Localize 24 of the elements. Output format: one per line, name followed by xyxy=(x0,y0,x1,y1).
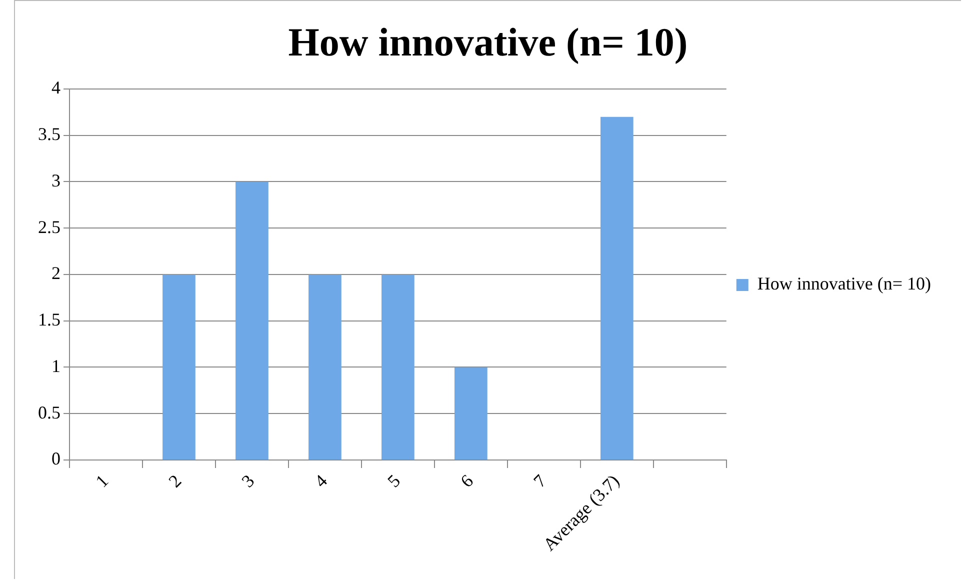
bar xyxy=(308,274,342,460)
bar xyxy=(600,116,634,460)
x-tick-label: 7 xyxy=(530,470,550,492)
bar xyxy=(162,274,196,460)
y-tick-label: 0.5 xyxy=(38,402,60,422)
x-tick-label: 2 xyxy=(164,470,186,492)
x-tick-label: 6 xyxy=(456,470,478,492)
y-tick-label: 1 xyxy=(52,356,60,376)
bar xyxy=(454,367,488,460)
x-tick-label: 1 xyxy=(92,470,112,492)
y-tick-label: 4 xyxy=(52,78,60,98)
x-tick-label: 3 xyxy=(238,470,258,492)
x-tick-label: 5 xyxy=(384,470,404,492)
x-tick-label: 4 xyxy=(310,470,332,492)
legend-label: How innovative (n= 10) xyxy=(757,274,932,294)
chart-title: How innovative (n= 10) xyxy=(288,19,688,64)
y-tick-label: 3 xyxy=(52,170,60,190)
y-tick-label: 3.5 xyxy=(38,124,60,144)
bar xyxy=(236,182,268,460)
y-tick-label: 1.5 xyxy=(38,310,60,330)
y-tick-label: 0 xyxy=(52,448,60,469)
y-tick-label: 2.5 xyxy=(38,216,60,237)
bar xyxy=(382,274,414,460)
y-tick-label: 2 xyxy=(52,263,60,284)
